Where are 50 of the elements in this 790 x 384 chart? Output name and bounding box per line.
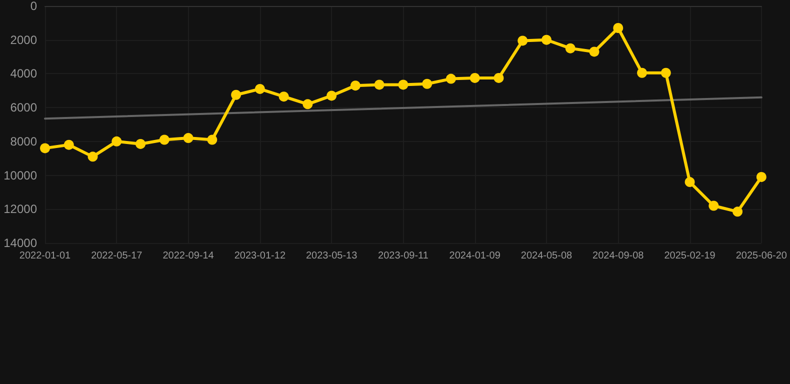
- x-tick-label: 2023-05-13: [306, 250, 358, 262]
- point: [88, 152, 98, 162]
- point: [684, 177, 695, 188]
- point: [613, 23, 624, 34]
- y-tick-label: 8000: [10, 134, 38, 148]
- point: [446, 74, 456, 84]
- point: [64, 140, 74, 150]
- x-tick-label: 2024-05-08: [520, 250, 573, 262]
- point: [708, 200, 719, 211]
- point: [756, 172, 766, 182]
- point: [589, 46, 600, 57]
- point: [40, 143, 50, 154]
- point: [136, 138, 146, 149]
- point: [254, 84, 265, 94]
- point: [207, 134, 218, 145]
- point: [374, 80, 384, 90]
- point: [302, 99, 313, 110]
- y-tick-label: 12000: [4, 202, 38, 216]
- point: [470, 72, 480, 83]
- y-tick-label: 2000: [10, 32, 38, 47]
- y-tick-label: 0: [30, 0, 38, 13]
- point: [518, 36, 528, 46]
- x-tick-label: 2023-09-11: [378, 250, 429, 262]
- x-tick-label: 2023-01-12: [234, 250, 286, 262]
- point: [422, 78, 432, 89]
- point: [660, 68, 671, 78]
- point: [494, 72, 504, 83]
- point: [350, 80, 360, 91]
- point: [732, 206, 743, 217]
- point: [278, 92, 289, 102]
- x-tick-label: 2022-05-17: [91, 250, 143, 262]
- point: [637, 68, 648, 78]
- y-tick-label: 14000: [4, 236, 38, 250]
- x-tick-label: 2022-01-01: [19, 250, 72, 262]
- point: [542, 34, 552, 45]
- point: [183, 133, 194, 144]
- y-tick-label: 4000: [10, 66, 38, 81]
- y-tick-label: 10000: [4, 168, 38, 182]
- x-tick-label: 2025-06-20: [736, 250, 788, 262]
- x-tick-label: 2022-09-14: [162, 250, 214, 262]
- point: [231, 90, 242, 100]
- x-tick-label: 2024-09-08: [592, 250, 644, 262]
- point: [159, 134, 170, 145]
- point: [398, 80, 408, 90]
- point: [112, 136, 122, 146]
- x-tick-label: 2025-02-19: [664, 250, 716, 262]
- point: [326, 90, 337, 101]
- x-tick-label: 2024-01-09: [449, 250, 501, 262]
- y-tick-label: 6000: [10, 100, 38, 115]
- point: [565, 43, 576, 54]
